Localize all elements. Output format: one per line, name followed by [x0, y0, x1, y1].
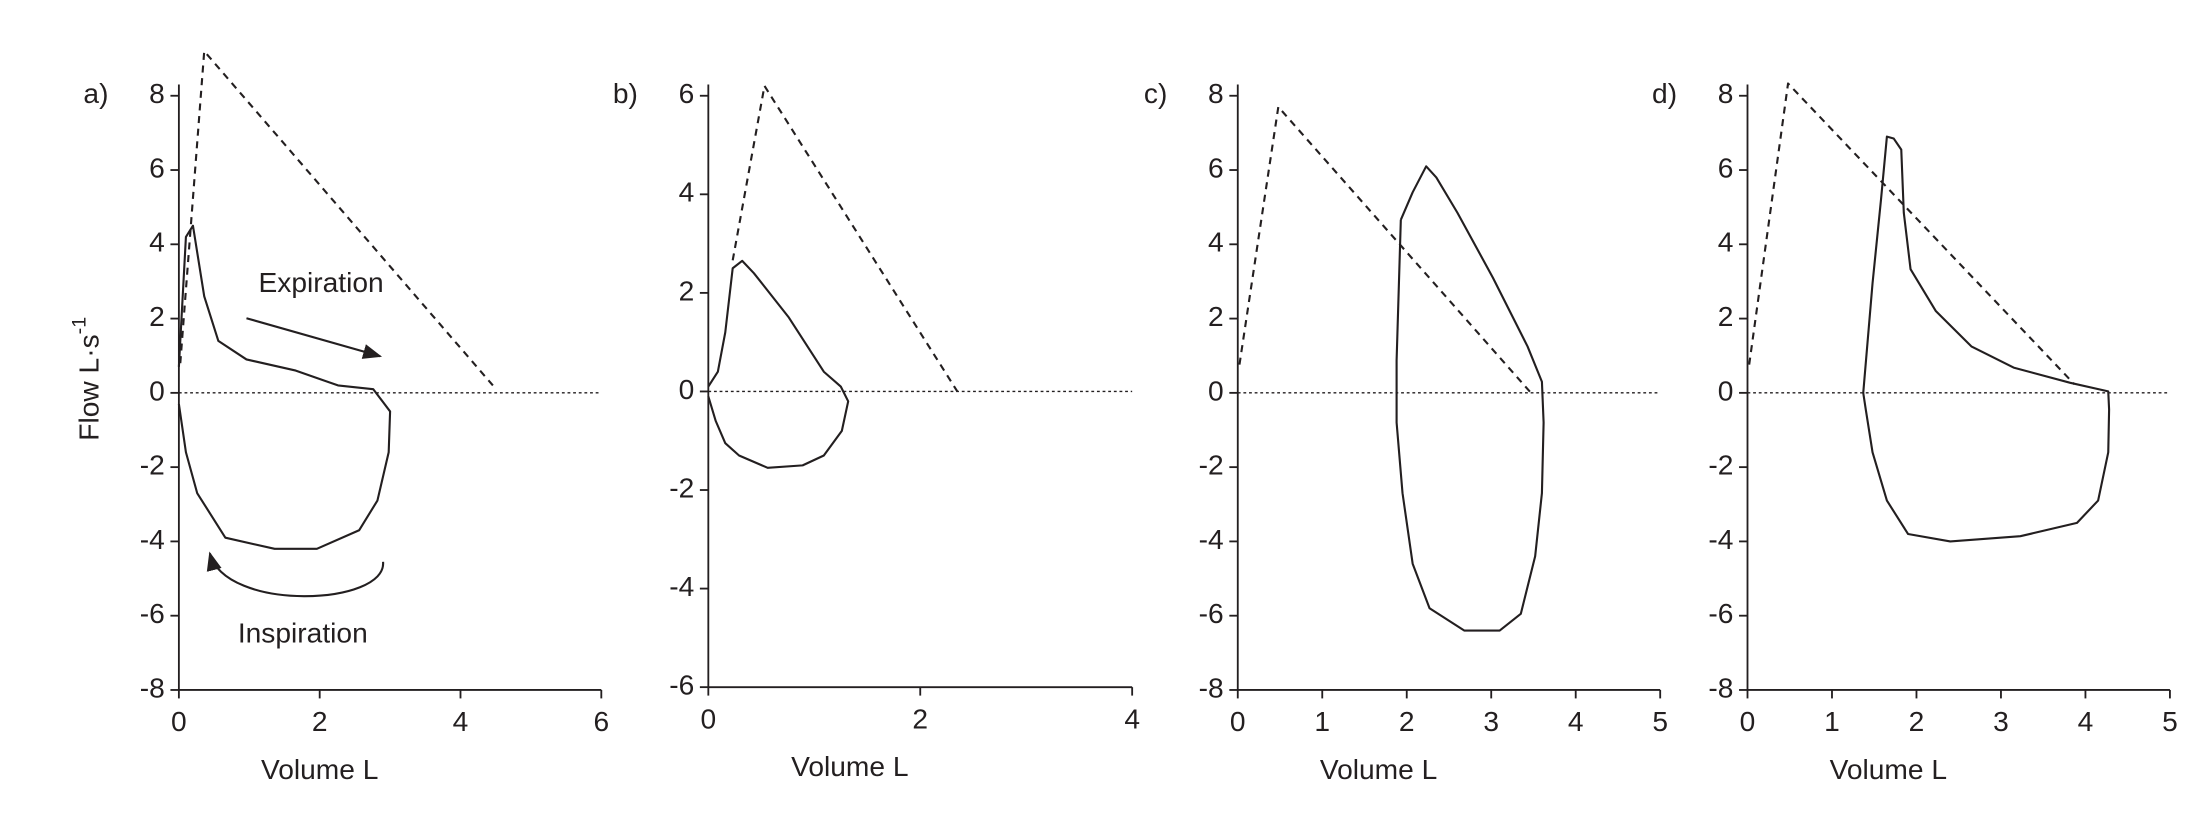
- y-tick-label: 4: [1718, 227, 1734, 258]
- flow-volume-loop: [707, 259, 850, 469]
- panel: -8 -6 -4 -2 0 2 4 6 8 0 1 2 3 4 5 d) Volume L: [1652, 78, 2178, 785]
- y-tick-label: 2: [679, 275, 695, 306]
- x-tick-label: 2: [912, 703, 928, 734]
- panel-label: c): [1144, 78, 1167, 109]
- predicted-line: [179, 50, 494, 387]
- y-axis-label-sup: -1: [69, 317, 91, 335]
- panel-label: a): [83, 78, 108, 109]
- panel: -8 -6 -4 -2 0 2 4 6 8 0 1 2 3 4 5 c) Volume L: [1144, 78, 1668, 785]
- predicted-line: [1238, 105, 1532, 394]
- y-tick-label: 8: [1208, 78, 1224, 109]
- y-tick-label: 6: [679, 78, 695, 109]
- x-axis-label: Volume L: [1320, 754, 1437, 785]
- predicted-line: [731, 84, 959, 393]
- x-tick-label: 0: [1230, 706, 1246, 737]
- y-tick-label: -2: [1199, 450, 1224, 481]
- y-tick-label: -6: [140, 598, 165, 629]
- y-tick-label: 0: [149, 375, 165, 406]
- x-axis-label: Volume L: [791, 751, 908, 782]
- y-tick-label: -2: [140, 450, 165, 481]
- x-tick-label: 1: [1314, 706, 1330, 737]
- y-tick-label: 2: [1208, 301, 1224, 332]
- x-tick-label: 4: [1124, 703, 1140, 734]
- panel: -8 -6 -4 -2 0 2 4 6 8 0 2 4 6 a) Volume L Flow L·s-1 Exp…: [69, 50, 609, 785]
- x-tick-label: 0: [1740, 706, 1756, 737]
- y-tick-label: 6: [1718, 152, 1734, 183]
- x-tick-label: 3: [1993, 706, 2009, 737]
- y-tick-label: 0: [1718, 375, 1734, 406]
- y-tick-label: -4: [1708, 524, 1733, 555]
- y-tick-label: 4: [679, 177, 695, 208]
- predicted-line: [1748, 82, 2076, 386]
- x-tick-label: 0: [700, 703, 716, 734]
- y-tick-label: -6: [1199, 598, 1224, 629]
- y-tick-label: -6: [1708, 598, 1733, 629]
- y-tick-label: -4: [140, 524, 165, 555]
- y-tick-label: -8: [1199, 672, 1224, 703]
- x-tick-label: 1: [1824, 706, 1840, 737]
- flow-volume-loop: [177, 224, 392, 550]
- flow-volume-loop: [1862, 135, 2111, 543]
- panel-label: d): [1652, 78, 1677, 109]
- x-tick-label: 2: [1399, 706, 1415, 737]
- y-tick-label: 4: [1208, 227, 1224, 258]
- y-tick-label: -8: [1708, 672, 1733, 703]
- x-tick-label: 5: [2162, 706, 2178, 737]
- x-tick-label: 0: [171, 706, 187, 737]
- y-tick-label: -4: [669, 571, 694, 602]
- y-tick-label: 6: [149, 152, 165, 183]
- x-tick-label: 4: [1568, 706, 1584, 737]
- y-tick-label: 0: [679, 374, 695, 405]
- flow-volume-loop: [1395, 165, 1545, 632]
- y-tick-label: -6: [669, 670, 694, 701]
- x-axis-label: Volume L: [261, 754, 378, 785]
- x-tick-label: 3: [1483, 706, 1499, 737]
- x-tick-label: 2: [312, 706, 328, 737]
- y-tick-label: 8: [149, 78, 165, 109]
- panel-label: b): [613, 78, 638, 109]
- y-tick-label: 6: [1208, 152, 1224, 183]
- annotation: Expiration: [258, 267, 383, 298]
- x-axis-label: Volume L: [1830, 754, 1947, 785]
- annotation: Inspiration: [238, 617, 368, 648]
- panel: -6 -4 -2 0 2 4 6 0 2 4 b) Volume L: [613, 78, 1140, 782]
- y-tick-label: -2: [1708, 450, 1733, 481]
- expiration-arrow: [246, 317, 383, 359]
- y-axis-label-main: Flow L·s: [74, 334, 105, 440]
- x-tick-label: 4: [453, 706, 469, 737]
- y-tick-label: 2: [149, 301, 165, 332]
- y-tick-label: 8: [1718, 78, 1734, 109]
- x-tick-label: 2: [1909, 706, 1925, 737]
- x-tick-label: 5: [1652, 706, 1668, 737]
- y-tick-label: 0: [1208, 375, 1224, 406]
- inspiration-arrow: [206, 551, 385, 598]
- y-tick-label: -4: [1199, 524, 1224, 555]
- y-axis-label: Flow L·s-1: [69, 317, 105, 441]
- y-tick-label: 4: [149, 227, 165, 258]
- x-tick-label: 6: [593, 706, 609, 737]
- y-tick-label: 2: [1718, 301, 1734, 332]
- y-tick-label: -8: [140, 672, 165, 703]
- annotation-arrows: [206, 317, 385, 598]
- y-tick-label: -2: [669, 472, 694, 503]
- x-tick-label: 4: [2078, 706, 2094, 737]
